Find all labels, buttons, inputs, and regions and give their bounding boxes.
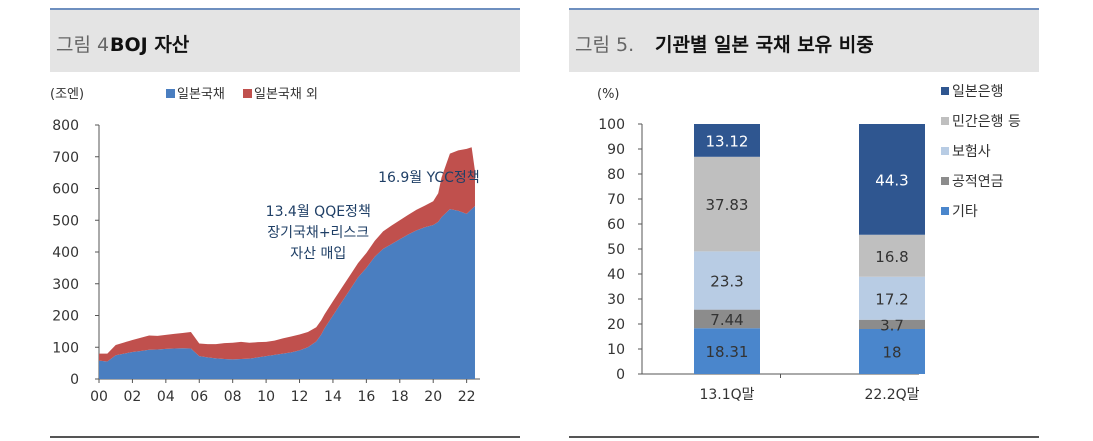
figure-4-title: BOJ 자산	[110, 34, 190, 56]
y-tick-label: 10	[607, 342, 625, 358]
y-tick-label: 60	[607, 217, 625, 233]
y-tick-label: 90	[607, 142, 625, 158]
y-tick-label: 0	[70, 372, 79, 388]
legend-label: 공적연금	[952, 174, 1004, 190]
y-tick-label: 80	[607, 167, 625, 183]
y-tick-label: 500	[52, 213, 79, 229]
x-tick-label: 00	[90, 389, 108, 405]
data-label: 18	[882, 344, 901, 362]
top-rule	[569, 8, 1039, 10]
annotation-ycc: 16.9월 YCC정책	[378, 170, 480, 186]
figure-4-header: 그림 4. BOJ 자산	[50, 10, 520, 72]
boj-assets-area-chart: (조엔) 일본국채 일본국채 외01002003004005006007008000…	[50, 87, 480, 405]
x-tick-label: 06	[190, 389, 208, 405]
area-series-non-jgb	[99, 147, 475, 362]
y-tick-label: 40	[607, 267, 625, 283]
legend-swatch	[941, 117, 949, 125]
area-series-jgb	[99, 205, 475, 379]
legend-label: 보험사	[952, 144, 991, 160]
y-tick-label: 700	[52, 150, 79, 166]
annotation-qqe-line: 자산 매입	[290, 246, 346, 262]
data-label: 17.2	[875, 290, 908, 308]
data-label: 37.83	[706, 196, 749, 214]
y-tick-label: 300	[52, 277, 79, 293]
y-tick-label: 20	[607, 317, 625, 333]
legend-swatch	[941, 87, 949, 95]
unit-label: (%)	[597, 87, 620, 102]
data-label: 3.7	[880, 316, 904, 334]
unit-label: (조엔)	[50, 87, 84, 102]
legend-label: 일본국채 외	[254, 87, 318, 102]
y-tick-label: 200	[52, 309, 79, 325]
x-tick-label: 02	[124, 389, 142, 405]
y-tick-label: 100	[52, 340, 79, 356]
y-tick-label: 100	[598, 117, 625, 133]
bar-segment	[694, 251, 760, 310]
bar-segment	[694, 124, 760, 157]
legend-swatch	[166, 89, 175, 98]
data-label: 13.12	[706, 132, 749, 150]
data-label: 16.8	[875, 248, 908, 266]
legend-label: 일본은행	[952, 84, 1004, 100]
y-tick-label: 30	[607, 292, 625, 308]
legend-swatch	[243, 89, 252, 98]
bar-segment	[859, 319, 925, 329]
x-tick-label: 13.1Q말	[699, 387, 754, 403]
y-tick-label: 50	[607, 242, 625, 258]
x-tick-label: 16	[357, 389, 375, 405]
figure-4-panel: 그림 4. BOJ 자산 (조엔) 일본국채 일본국채 외 0 100 200 300 400…	[50, 0, 520, 441]
figure-5-panel: 그림 5. 기관별 일본 국채 보유 비중 (%) 0 10 20 30 40 50 60 70…	[569, 0, 1039, 441]
bar-segment	[859, 276, 925, 320]
data-label: 18.31	[706, 343, 749, 361]
x-tick-label: 22	[458, 389, 476, 405]
bar-segment	[859, 124, 925, 235]
data-label: 23.3	[710, 273, 743, 291]
y-tick-label: 400	[52, 245, 79, 261]
figure-4-number: 그림 4.	[56, 34, 116, 56]
bar-segment	[694, 309, 760, 329]
annotation-qqe-line: 장기국채+리스크	[267, 225, 369, 241]
y-tick-label: 70	[607, 192, 625, 208]
x-tick-label: 14	[324, 389, 342, 405]
annotation-qqe-line: 13.4월 QQE정책	[266, 204, 371, 220]
bottom-rule	[50, 436, 520, 438]
data-label: 44.3	[875, 171, 908, 189]
figure-5-title: 기관별 일본 국채 보유 비중	[655, 34, 874, 56]
x-tick-label: 08	[224, 389, 242, 405]
bottom-rule	[569, 436, 1039, 438]
bar-segment	[694, 328, 760, 374]
x-tick-label: 04	[157, 389, 175, 405]
bar-segment	[859, 329, 925, 374]
top-rule	[50, 8, 520, 10]
x-tick-label: 18	[391, 389, 409, 405]
x-tick-label: 20	[424, 389, 442, 405]
bar-segment	[694, 156, 760, 252]
data-label: 7.44	[710, 311, 743, 329]
y-tick-label: 600	[52, 182, 79, 198]
legend-swatch	[941, 177, 949, 185]
legend-label: 일본국채	[177, 87, 225, 102]
legend-label: 민간은행 등	[952, 114, 1021, 130]
x-tick-label: 10	[257, 389, 275, 405]
figure-5-number: 그림 5.	[575, 34, 635, 56]
figure-5-header: 그림 5. 기관별 일본 국채 보유 비중	[569, 10, 1039, 72]
jgb-holdings-stacked-bar-chart: (%) 0 10 20 30 40 50 60 70 80 90 100 18.31 7.44 23.3 37…	[597, 84, 1021, 403]
x-tick-label: 22.2Q말	[864, 387, 919, 403]
legend-swatch	[941, 147, 949, 155]
legend-swatch	[941, 207, 949, 215]
y-tick-label: 800	[52, 118, 79, 134]
legend-label: 기타	[952, 204, 978, 220]
y-tick-label: 0	[616, 367, 625, 383]
x-tick-label: 12	[291, 389, 309, 405]
bar-segment	[859, 234, 925, 277]
